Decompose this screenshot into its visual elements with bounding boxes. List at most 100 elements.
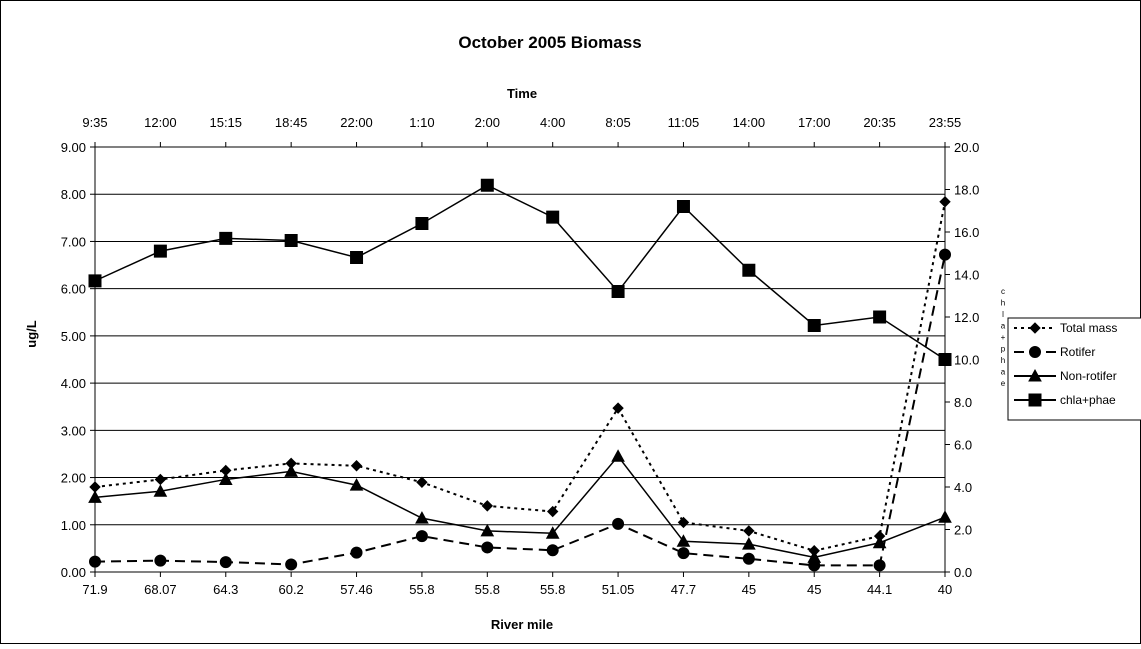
top-tick-label: 15:15	[209, 115, 242, 130]
legend-label-non-rotifer: Non-rotifer	[1060, 369, 1117, 383]
data-point-non-rotifer	[153, 484, 168, 497]
data-point-non-rotifer	[872, 535, 887, 549]
data-point-chla-phae	[219, 231, 233, 245]
y2-tick-label: 2.0	[954, 523, 972, 538]
top-tick-label: 1:10	[409, 115, 434, 130]
axes: 0.00 1.00 2.00 3.00 4.00 5.00 6.00 7.00 8.00 9.00…	[61, 115, 980, 597]
data-point-non-rotifer	[938, 510, 952, 523]
x-tick-label: 68.07	[144, 582, 177, 597]
top-tick-label: 11:05	[668, 115, 700, 130]
data-point-chla-phae	[480, 178, 494, 192]
data-point-non-rotifer	[545, 526, 560, 539]
y2-tick-label: 10.0	[954, 353, 979, 368]
series-line-non-rotifer	[94, 455, 946, 559]
data-point-chla-phae	[611, 285, 625, 298]
data-point-chla-phae	[415, 217, 429, 230]
y-tick-label: 1.00	[61, 518, 86, 533]
legend-marker-chla-phae	[1028, 393, 1042, 407]
data-point-rotifer	[350, 546, 363, 559]
y2-title-letter: h	[1001, 299, 1005, 308]
x-tick-label: 71.9	[82, 582, 107, 597]
y2-title-letter: e	[1001, 379, 1006, 388]
x-tick-label: 60.2	[278, 582, 303, 597]
y-tick-label: 5.00	[61, 329, 86, 344]
y2-tick-label: 12.0	[954, 310, 979, 325]
legend-marker-total-mass	[1029, 322, 1041, 334]
data-point-chla-phae	[742, 263, 756, 277]
series-line-total-mass	[94, 201, 946, 552]
data-point-chla-phae	[350, 251, 364, 264]
top-tick-label: 17:00	[798, 115, 831, 130]
legend-marker-rotifer	[1029, 346, 1041, 358]
data-point-total-mass	[743, 525, 755, 537]
data-point-rotifer	[219, 556, 232, 569]
data-point-total-mass	[546, 505, 559, 518]
data-point-non-rotifer	[676, 534, 691, 547]
data-point-rotifer	[154, 554, 167, 567]
y2-title-letter: l	[1002, 310, 1004, 319]
data-point-rotifer	[742, 552, 755, 565]
data-point-total-mass	[350, 460, 363, 472]
data-point-rotifer	[612, 517, 625, 530]
y-tick-label: 9.00	[61, 140, 86, 155]
data-point-non-rotifer	[611, 449, 625, 462]
top-tick-label: 23:55	[929, 115, 962, 130]
data-point-chla-phae	[873, 310, 887, 324]
legend-label-total-mass: Total mass	[1060, 321, 1117, 335]
series-non-rotifer	[88, 449, 952, 563]
data-point-chla-phae	[938, 353, 952, 366]
data-point-chla-phae	[284, 234, 298, 247]
y2-tick-label: 18.0	[954, 183, 979, 198]
series-line-chla-phae	[94, 184, 946, 361]
x-tick-label: 51.05	[602, 582, 635, 597]
top-axis-title: Time	[507, 86, 537, 101]
data-point-chla-phae	[546, 210, 560, 224]
y-tick-label: 2.00	[61, 471, 86, 486]
bottom-axis-title: River mile	[491, 617, 553, 632]
y-tick-label: 3.00	[61, 423, 86, 438]
data-point-non-rotifer	[88, 490, 102, 503]
x-tick-label: 47.7	[671, 582, 696, 597]
legend-label-rotifer: Rotifer	[1060, 345, 1095, 359]
y-tick-label: 8.00	[61, 187, 86, 202]
y2-tick-label: 14.0	[954, 268, 979, 283]
data-point-total-mass	[939, 196, 951, 208]
y-tick-label: 4.00	[61, 376, 86, 391]
data-point-non-rotifer	[480, 523, 495, 537]
x-tick-label: 55.8	[409, 582, 434, 597]
data-point-chla-phae	[88, 274, 102, 288]
x-tick-label: 45	[742, 582, 756, 597]
y2-title-letter: +	[1001, 333, 1006, 342]
y-tick-label: 7.00	[61, 234, 86, 249]
top-tick-label: 22:00	[340, 115, 373, 130]
data-point-total-mass	[612, 402, 624, 414]
data-point-rotifer	[939, 248, 951, 261]
y2-title-letter: h	[1001, 356, 1005, 365]
top-tick-label: 2:00	[475, 115, 500, 130]
data-point-chla-phae	[807, 319, 821, 332]
data-point-rotifer	[677, 547, 690, 560]
top-tick-label: 9:35	[82, 115, 107, 130]
x-tick-label: 40	[938, 582, 952, 597]
legend-label-chla-phae: chla+phae	[1060, 393, 1116, 407]
data-point-chla-phae	[153, 244, 167, 258]
x-tick-label: 44.1	[867, 582, 892, 597]
x-tick-label: 55.8	[540, 582, 565, 597]
data-point-rotifer	[415, 530, 428, 543]
y-tick-label: 0.00	[61, 565, 86, 580]
top-tick-label: 14:00	[733, 115, 766, 130]
y2-tick-label: 0.0	[954, 565, 972, 580]
data-point-non-rotifer	[349, 478, 364, 491]
y2-tick-label: 20.0	[954, 140, 979, 155]
y2-title-letter: a	[1001, 322, 1006, 331]
data-point-rotifer	[546, 544, 559, 557]
x-tick-label: 55.8	[475, 582, 500, 597]
y-tick-label: 6.00	[61, 282, 86, 297]
top-tick-label: 18:45	[275, 115, 308, 130]
y2-title-letter: c	[1001, 287, 1005, 296]
data-point-chla-phae	[676, 200, 690, 213]
y2-tick-label: 16.0	[954, 225, 979, 240]
y2-title-letter: a	[1001, 368, 1006, 377]
